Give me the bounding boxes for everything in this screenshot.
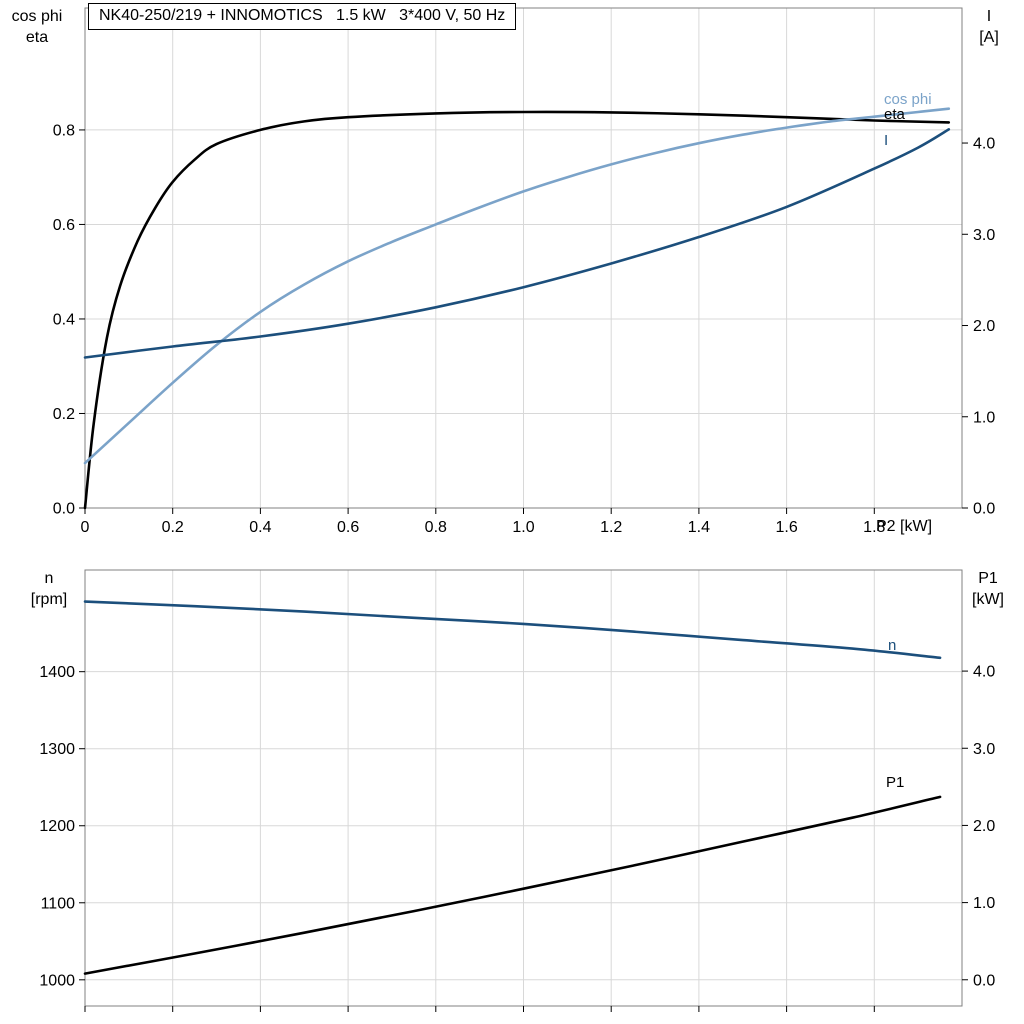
left-tick-label: 0.6: [53, 217, 75, 234]
right-tick-label: 0.0: [973, 972, 995, 989]
x-tick-label: 0.8: [425, 519, 447, 536]
right-tick-label: 2.0: [973, 818, 995, 835]
bottom-chart-left-axis-title: n [rpm]: [16, 568, 82, 610]
x-tick-label: 0.2: [162, 519, 184, 536]
left-axis-title-line2: eta: [25, 29, 49, 46]
left-tick-label: 1200: [39, 818, 75, 835]
x-tick-label: 0.6: [337, 519, 359, 536]
I-curve: [83, 128, 951, 359]
left-tick-label: 0.8: [53, 122, 75, 139]
right-tick-label: 3.0: [973, 227, 995, 244]
right-axis-title-line1: I: [986, 8, 992, 25]
x-tick-label: 1.6: [775, 519, 797, 536]
x-tick-label: 1.2: [600, 519, 622, 536]
cos phi-curve: [83, 107, 951, 465]
n-curve: [83, 600, 942, 660]
left-axis-title-line1: n: [44, 570, 54, 587]
chart-title: NK40-250/219 + INNOMOTICS 1.5 kW 3*400 V…: [88, 3, 517, 30]
right-tick-label: 3.0: [973, 741, 995, 758]
right-axis-title-line1: P1: [978, 570, 998, 587]
P1-curve: [83, 795, 942, 975]
eta-curve: [83, 110, 951, 510]
x-tick-label: 0: [81, 519, 90, 536]
x-tick-label: 0.4: [249, 519, 271, 536]
right-tick-label: 0.0: [973, 501, 995, 518]
bottom-chart-right-axis-title: P1 [kW]: [962, 568, 1014, 610]
left-axis-title-line1: cos phi: [11, 8, 63, 25]
x-tick-label: 1.8: [863, 519, 885, 536]
left-tick-label: 1400: [39, 664, 75, 681]
top-chart-right-axis-title: I [A]: [966, 6, 1012, 48]
right-tick-label: 2.0: [973, 318, 995, 335]
left-tick-label: 1300: [39, 741, 75, 758]
right-axis-title-line2: [kW]: [972, 591, 1004, 608]
curve-label-cos-phi: cos phi: [884, 91, 932, 108]
x-tick-label: 1.4: [688, 519, 710, 536]
right-tick-label: 4.0: [973, 664, 995, 681]
curve-label-p1: P1: [886, 774, 905, 791]
left-tick-label: 0.2: [53, 406, 75, 423]
left-axis-title-line2: [rpm]: [30, 591, 68, 608]
top-chart-left-axis-title: cos phi eta: [4, 6, 70, 48]
curve-label-current: I: [884, 132, 889, 149]
left-tick-label: 0.4: [53, 311, 75, 328]
right-tick-label: 1.0: [973, 895, 995, 912]
x-tick-label: 1.0: [512, 519, 534, 536]
right-tick-label: 1.0: [973, 409, 995, 426]
right-axis-title-line2: [A]: [979, 29, 999, 46]
x-axis-title: P2 [kW]: [876, 518, 933, 535]
curve-label-eta: eta: [884, 106, 905, 123]
left-tick-label: 1000: [39, 972, 75, 989]
curve-label-n: n: [888, 637, 897, 654]
left-tick-label: 1100: [41, 895, 76, 912]
right-tick-label: 4.0: [973, 136, 995, 153]
left-tick-label: 0.0: [53, 501, 75, 518]
